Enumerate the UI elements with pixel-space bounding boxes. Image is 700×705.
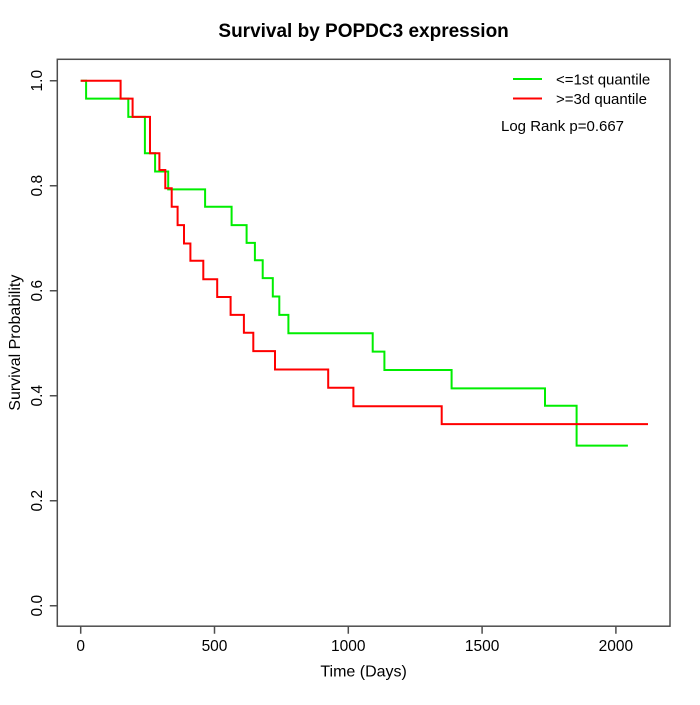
plot-box	[56, 58, 671, 627]
km-curves-group	[80, 79, 648, 447]
log-rank-annotation: Log Rank p=0.667	[501, 118, 624, 135]
legend-label-high-expression: >=3d quantile	[556, 91, 647, 108]
x-tick-label-1500: 1500	[465, 638, 500, 655]
x-tick-label-500: 500	[202, 638, 228, 655]
y-tick-label-1.0: 1.0	[29, 70, 46, 92]
y-tick-label-0.0: 0.0	[29, 595, 46, 617]
x-axis-label: Time (Days)	[320, 664, 407, 681]
y-axis-label: Survival Probability	[7, 275, 24, 411]
x-axis-ticks	[79, 626, 617, 634]
y-tick-label-0.6: 0.6	[29, 280, 46, 302]
km-curve-high-expression	[80, 79, 648, 426]
chart-title: Survival by POPDC3 expression	[218, 21, 508, 42]
legend-label-low-expression: <=1st quantile	[556, 72, 650, 89]
x-tick-label-2000: 2000	[599, 638, 634, 655]
x-tick-label-0: 0	[76, 638, 85, 655]
y-tick-label-0.4: 0.4	[29, 385, 46, 407]
y-tick-label-0.2: 0.2	[29, 490, 46, 512]
x-tick-label-1000: 1000	[331, 638, 366, 655]
legend: <=1st quantile >=3d quantile Log Rank p=…	[501, 72, 650, 136]
km-curve-low-expression	[80, 79, 628, 447]
y-tick-label-0.8: 0.8	[29, 175, 46, 197]
y-axis-ticks	[49, 79, 58, 607]
